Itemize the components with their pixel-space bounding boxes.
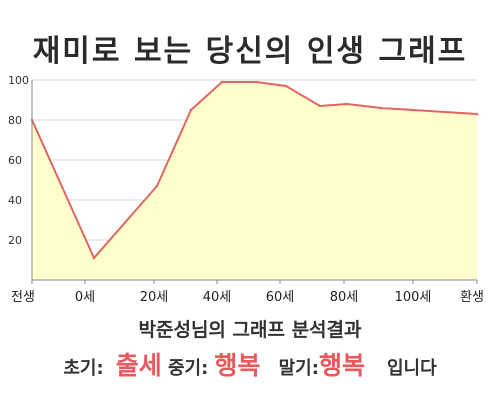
mid-label: 중기: [167, 358, 209, 379]
mid-value: 행복 [214, 351, 261, 380]
y-tick-label: 60 [8, 154, 22, 167]
late-label: 말기: [278, 358, 319, 379]
chart-tick-labels: 20 40 60 80 100 전생 0세 20세 40세 60세 80세 100세 환생 [8, 74, 484, 305]
y-tick-label: 100 [8, 74, 29, 87]
data-point-30세 [189, 108, 193, 112]
late-value: 행복 [318, 351, 365, 380]
data-point-20세 [155, 184, 159, 188]
x-tick-label: 80세 [330, 290, 359, 305]
data-point-환생 [475, 112, 479, 116]
x-tick-label: 60세 [266, 290, 295, 305]
data-point-0세 [92, 256, 96, 260]
data-point-60세 [284, 84, 288, 88]
chart-series-line [31, 81, 478, 260]
x-tick-label: 0세 [75, 290, 95, 305]
summary-suffix: 입니다 [386, 358, 437, 379]
data-point-100세 [411, 108, 415, 112]
data-point-50세 [254, 80, 258, 84]
data-point-40세 [220, 80, 224, 84]
x-tick-label: 100세 [395, 290, 432, 305]
analysis-subtitle: 박준성님의 그래프 분석결과 [138, 319, 362, 341]
x-tick-label: 전생 [11, 290, 35, 305]
data-point-90세 [379, 106, 383, 110]
x-tick-label: 환생 [460, 290, 484, 305]
analysis-summary: 초기: 출세 중기: 행복 말기:행복 입니다 [0, 349, 500, 386]
data-point-80세 [345, 102, 349, 106]
chart-area-fill [32, 82, 477, 280]
chart-axes [30, 80, 479, 281]
data-point-70세 [318, 104, 322, 108]
y-tick-label: 20 [8, 234, 22, 247]
y-tick-label: 80 [8, 114, 22, 127]
page-title: 재미로 보는 당신의 인생 그래프 [32, 34, 468, 69]
early-label: 초기: [63, 358, 104, 379]
early-value: 출세 [115, 351, 162, 380]
y-tick-label: 40 [8, 194, 22, 207]
x-tick-label: 20세 [140, 290, 169, 305]
x-tick-label: 40세 [203, 290, 232, 305]
